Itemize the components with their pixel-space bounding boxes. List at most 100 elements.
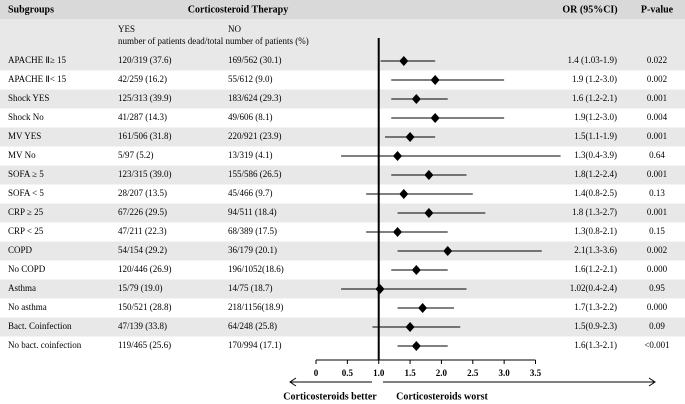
- or-diamond: [411, 265, 421, 275]
- subgroup: SOFA < 5: [8, 188, 44, 198]
- no-count: 155/586 (26.5): [228, 169, 282, 179]
- or-label: 2.1(1.3-3.6): [574, 245, 617, 255]
- subgroup: Asthma: [8, 283, 36, 293]
- subgroup: CRP < 25: [8, 226, 44, 236]
- yes-count: 41/287 (14.3): [118, 112, 167, 122]
- header: Corticosteroid Therapy: [188, 4, 288, 15]
- x-tick-label: 2.0: [436, 368, 448, 378]
- p-value: 0.13: [649, 188, 665, 198]
- x-tick-label: 1.5: [404, 368, 416, 378]
- subgroup: MV YES: [8, 131, 41, 141]
- or-label: 1.8(1.2-2.4): [574, 169, 617, 179]
- row-band: [0, 165, 685, 185]
- or-diamond: [411, 94, 421, 104]
- yes-count: 54/154 (29.2): [118, 245, 167, 255]
- subheader-band: [0, 19, 685, 55]
- subgroup: No asthma: [8, 302, 47, 312]
- or-label: 1.4(0.8-2.5): [574, 188, 617, 198]
- yes-count: 125/313 (39.9): [118, 93, 172, 103]
- p-value: <0.001: [644, 340, 669, 350]
- yes-count: 42/259 (16.2): [118, 74, 167, 84]
- yes-count: 161/506 (31.8): [118, 131, 172, 141]
- or-diamond: [418, 303, 428, 313]
- yes-count: 120/319 (37.6): [118, 55, 172, 65]
- subgroup: APACHE Ⅱ< 15: [8, 74, 67, 84]
- row-band: [0, 89, 685, 109]
- x-tick-label: 3.0: [499, 368, 511, 378]
- row-band: [0, 51, 685, 71]
- or-label: 1.4 (1.03-1.9): [568, 55, 618, 65]
- no-count: 49/606 (8.1): [228, 112, 273, 122]
- yes-count: 67/226 (29.5): [118, 207, 167, 217]
- or-diamond: [405, 322, 415, 332]
- row-band: [0, 241, 685, 261]
- or-label: 1.5(0.9-2.3): [574, 321, 617, 331]
- subgroup: Shock No: [8, 112, 44, 122]
- yes-count: 5/97 (5.2): [118, 150, 154, 160]
- or-label: 1.9(1.2-3.0): [574, 112, 617, 122]
- no-count: 14/75 (18.7): [228, 283, 273, 293]
- subheader-note: number of patients dead/total number of …: [118, 36, 309, 46]
- x-tick-label: 0.5: [342, 368, 354, 378]
- or-label: 1.3(0.8-2.1): [574, 226, 617, 236]
- no-count: 220/921 (23.9): [228, 131, 282, 141]
- or-label: 1.6(1.2-2.1): [574, 264, 617, 274]
- or-diamond: [393, 151, 403, 161]
- row-band: [0, 203, 685, 223]
- or-diamond: [399, 56, 409, 66]
- no-count: 68/389 (17.5): [228, 226, 277, 236]
- or-label: 1.6 (1.2-2.1): [572, 93, 617, 103]
- p-value: 0.001: [647, 207, 667, 217]
- or-diamond: [411, 341, 421, 351]
- or-diamond: [443, 246, 453, 256]
- yes-count: 150/521 (28.8): [118, 302, 172, 312]
- x-tick-label: 1.0: [373, 368, 385, 378]
- p-value: 0.001: [647, 169, 667, 179]
- yes-count: 47/139 (33.8): [118, 321, 167, 331]
- or-diamond: [424, 170, 434, 180]
- or-diamond: [424, 208, 434, 218]
- row-band: [0, 127, 685, 147]
- row-band: [0, 317, 685, 337]
- or-label: 1.02(0.4-2.4): [570, 283, 617, 293]
- header-band: [0, 0, 685, 19]
- yes-count: 15/79 (19.0): [118, 283, 163, 293]
- p-value: 0.002: [647, 74, 667, 84]
- or-diamond: [393, 227, 403, 237]
- or-label: 1.8 (1.3-2.7): [572, 207, 617, 217]
- no-count: 170/994 (17.1): [228, 340, 282, 350]
- p-value: 0.64: [649, 150, 665, 160]
- yes-count: 119/465 (25.6): [118, 340, 171, 350]
- p-value: 0.022: [647, 55, 667, 65]
- subgroup: CRP ≥ 25: [8, 207, 44, 217]
- x-tick-label: 3.5: [530, 368, 542, 378]
- no-count: 196/1052(18.6): [228, 264, 284, 274]
- or-label: 1.3(0.4-3.9): [574, 150, 617, 160]
- subgroup: Shock YES: [8, 93, 49, 103]
- subgroup: No COPD: [8, 264, 46, 274]
- p-value: 0.000: [647, 264, 668, 274]
- p-value: 0.000: [647, 302, 668, 312]
- subgroup: Bact. Coinfection: [8, 321, 72, 331]
- no-count: 94/511 (18.4): [228, 207, 277, 217]
- or-label: 1.7(1.3-2.2): [574, 302, 617, 312]
- subgroup: MV No: [8, 150, 36, 160]
- x-tick-label: 2.5: [467, 368, 479, 378]
- p-value: 0.002: [647, 245, 667, 255]
- no-count: 183/624 (29.3): [228, 93, 282, 103]
- or-label: 1.5(1.1-1.9): [574, 131, 617, 141]
- subgroup: SOFA ≥ 5: [8, 169, 44, 179]
- yes-count: 123/315 (39.0): [118, 169, 172, 179]
- or-label: 1.9 (1.2-3.0): [572, 74, 617, 84]
- p-value: 0.09: [649, 321, 665, 331]
- header: OR (95%CI): [562, 4, 617, 15]
- no-count: 218/1156(18.9): [228, 302, 283, 312]
- subgroup: No bact. coinfection: [8, 340, 82, 350]
- p-value: 0.15: [649, 226, 665, 236]
- or-label: 1.6(1.3-2.1): [574, 340, 617, 350]
- left-label: Corticosteroids better: [283, 391, 377, 402]
- right-label: Corticosteroids worst: [396, 391, 488, 402]
- no-count: 55/612 (9.0): [228, 74, 273, 84]
- no-count: 169/562 (30.1): [228, 55, 282, 65]
